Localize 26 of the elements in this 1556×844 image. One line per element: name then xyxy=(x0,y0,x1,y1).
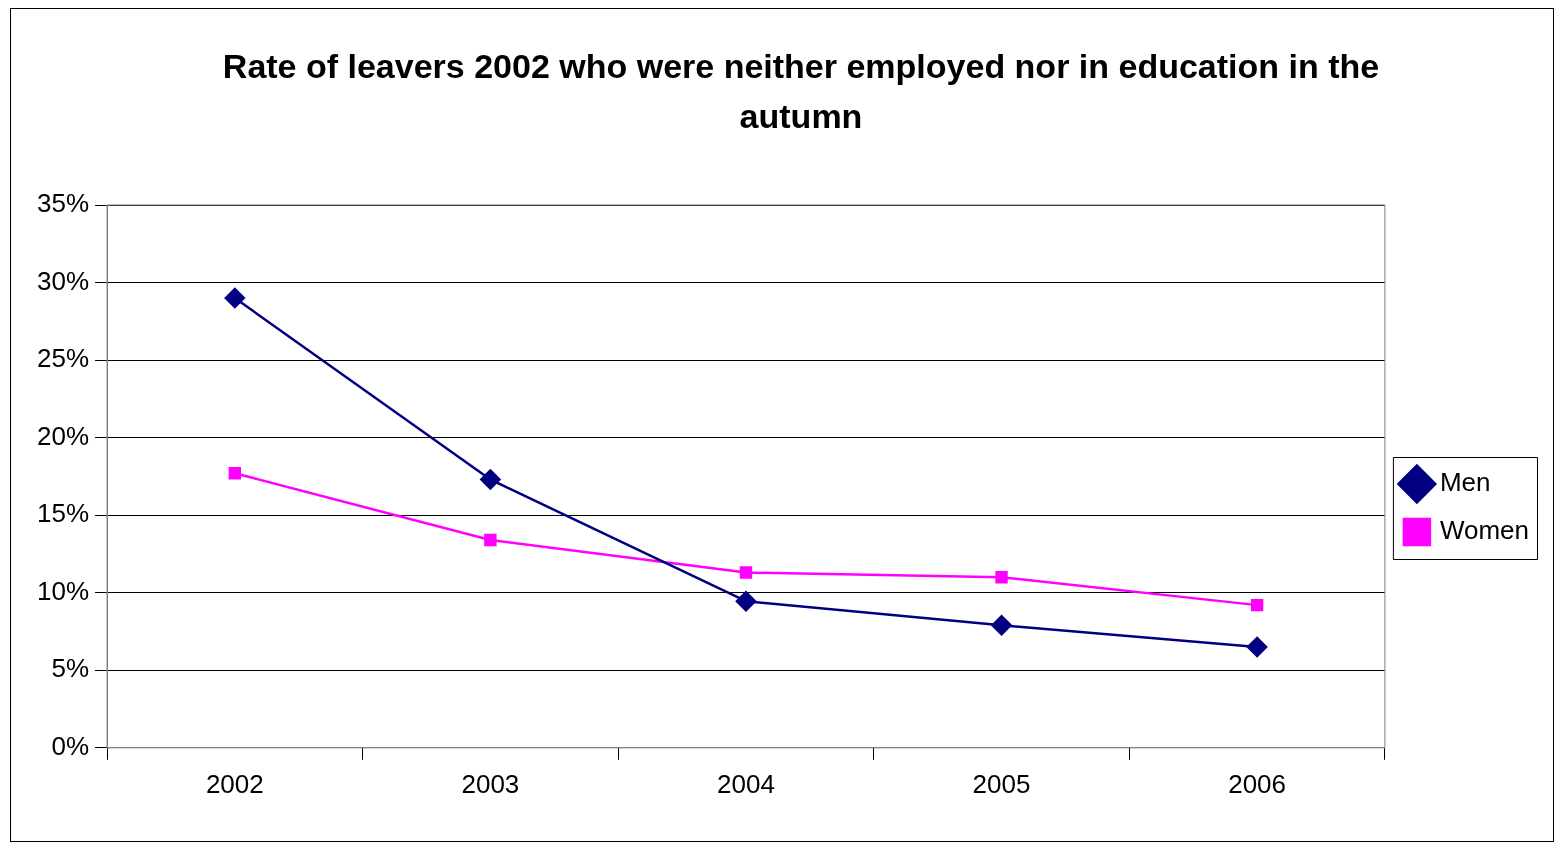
point xyxy=(735,590,757,612)
point xyxy=(991,615,1012,636)
y-tick-label: 10% xyxy=(36,575,90,606)
y-tick-label: 25% xyxy=(36,343,90,374)
legend-label: Men xyxy=(1439,467,1491,498)
y-tick-label: 5% xyxy=(51,653,90,684)
chart-title: Rate of leavers 2002 who were neither employed nor in education in the autumn xyxy=(221,46,1381,137)
x-tick-label: 2004 xyxy=(717,768,775,799)
point xyxy=(1250,598,1264,612)
x-tick-label: 2003 xyxy=(461,768,520,799)
y-tick-label: 35% xyxy=(36,188,90,219)
y-tick-label: 15% xyxy=(36,498,90,529)
legend-label: Women xyxy=(1439,515,1529,546)
y-tick-label: 0% xyxy=(51,730,90,761)
point xyxy=(228,467,242,480)
x-tick-label: 2006 xyxy=(1228,768,1287,799)
point xyxy=(995,571,1008,584)
point xyxy=(224,287,246,309)
point xyxy=(1246,636,1268,658)
point xyxy=(480,469,501,490)
x-tick-label: 2005 xyxy=(972,768,1031,799)
y-tick-label: 20% xyxy=(36,420,90,451)
point xyxy=(484,533,497,547)
x-tick-label: 2002 xyxy=(205,768,264,799)
point xyxy=(739,566,753,579)
y-tick-label: 30% xyxy=(36,265,90,296)
